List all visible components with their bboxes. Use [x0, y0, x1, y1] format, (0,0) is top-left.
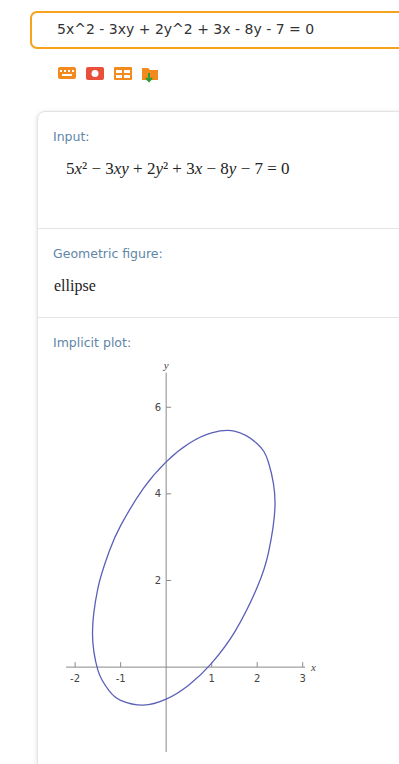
pod-title: Input: [53, 129, 90, 144]
x-axis-label: x [310, 661, 316, 673]
key [68, 70, 70, 72]
input-text: 5x^2 - 3xy + 2y^2 + 3x - 8y - 7 = 0 [57, 21, 314, 37]
y-tick-label: 6 [155, 402, 161, 413]
pod-title: Implicit plot: [53, 335, 131, 350]
key [60, 70, 62, 72]
pod-title: Geometric figure: [53, 246, 163, 261]
cell [124, 70, 130, 73]
cell [124, 75, 130, 78]
ellipse-curve [92, 430, 275, 705]
x-tick [257, 662, 258, 667]
divider [38, 317, 399, 318]
camera-icon [86, 67, 104, 80]
arrow [146, 73, 152, 81]
x-tick [120, 662, 121, 667]
x-axis [66, 667, 305, 668]
input-formula: 5x² − 3xy + 2y² + 3x − 8y − 7 = 0 [66, 159, 290, 179]
y-axis [166, 373, 167, 752]
x-tick [75, 662, 76, 667]
cell [116, 75, 122, 78]
keyboard-icon [58, 67, 76, 79]
y-axis-label: y [163, 359, 169, 371]
x-tick-label: 2 [254, 673, 260, 684]
x-tick [302, 662, 303, 667]
y-tick [166, 407, 171, 408]
implicit-plot: -2 -1 1 2 3 2 4 6 x y [0, 0, 399, 764]
x-tick-label: 1 [208, 673, 214, 684]
x-tick-label: -2 [70, 673, 80, 684]
y-tick-label: 2 [155, 575, 161, 586]
key [64, 70, 66, 72]
divider [38, 228, 399, 229]
y-tick [166, 493, 171, 494]
x-tick-label: -1 [116, 673, 126, 684]
lens [92, 70, 99, 77]
toolbar-icons[interactable] [56, 62, 176, 86]
x-tick-label: 3 [300, 673, 306, 684]
folder-icon [142, 68, 158, 80]
key [62, 74, 72, 76]
key [72, 70, 74, 72]
figure-name: ellipse [54, 277, 96, 295]
y-tick-label: 4 [155, 488, 161, 499]
cell [116, 70, 122, 73]
table-icon [114, 67, 132, 80]
pod-card [37, 111, 399, 764]
curve-group [92, 430, 275, 705]
y-tick [166, 580, 171, 581]
